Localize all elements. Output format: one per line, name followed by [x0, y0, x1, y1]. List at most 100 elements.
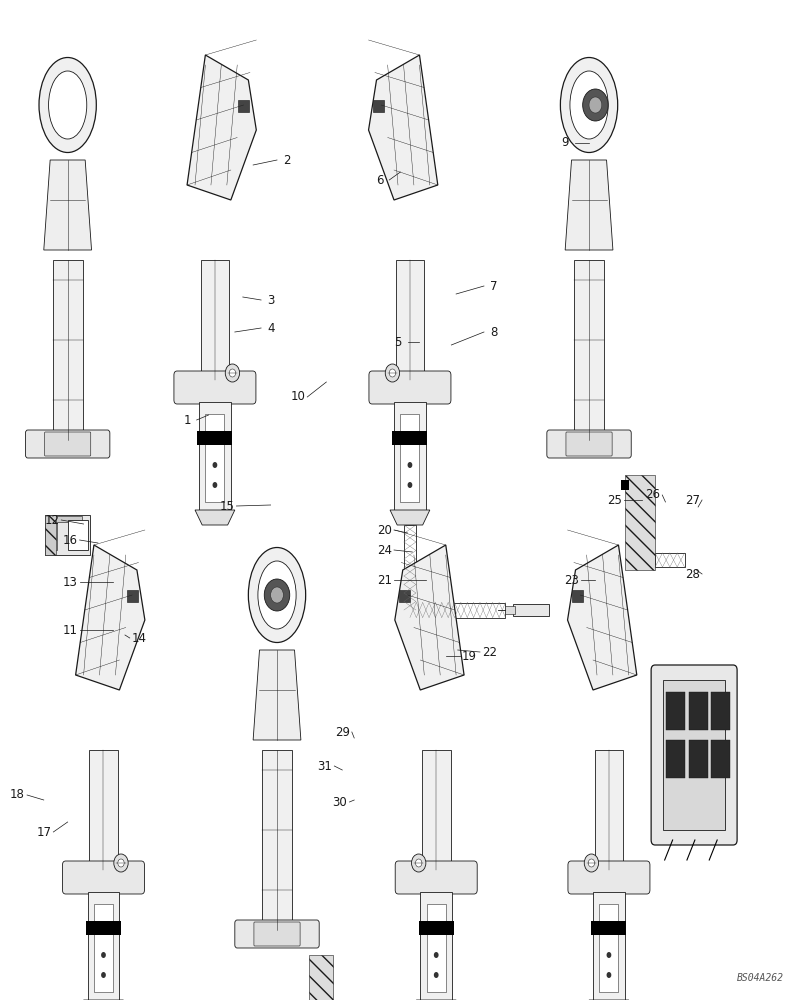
FancyBboxPatch shape [369, 371, 451, 404]
Polygon shape [568, 545, 637, 690]
Text: 1: 1 [183, 414, 191, 426]
Bar [201, 260, 229, 380]
Bar [663, 680, 725, 830]
Text: 13: 13 [63, 576, 77, 588]
Bar [689, 692, 708, 730]
Bar [373, 100, 384, 112]
FancyBboxPatch shape [25, 430, 110, 458]
Polygon shape [52, 516, 82, 550]
FancyBboxPatch shape [45, 432, 91, 456]
Bar [399, 590, 410, 602]
Circle shape [408, 462, 412, 468]
Bar [45, 515, 90, 555]
FancyBboxPatch shape [254, 922, 300, 946]
Circle shape [101, 972, 106, 978]
FancyBboxPatch shape [547, 430, 631, 458]
Circle shape [412, 854, 426, 872]
Polygon shape [253, 650, 301, 740]
Ellipse shape [248, 548, 306, 643]
Circle shape [584, 854, 599, 872]
Polygon shape [44, 160, 92, 250]
Bar [595, 750, 623, 870]
Bar [572, 590, 583, 602]
Circle shape [264, 579, 290, 611]
Text: 2: 2 [283, 153, 291, 166]
Bar [394, 402, 426, 510]
Text: 14: 14 [132, 632, 146, 645]
Circle shape [408, 482, 412, 488]
Bar [513, 604, 549, 616]
Text: 8: 8 [490, 326, 498, 338]
Bar [420, 892, 452, 1000]
Bar [505, 606, 515, 614]
Bar [392, 431, 427, 445]
Circle shape [213, 462, 217, 468]
Bar [262, 750, 292, 930]
Text: 10: 10 [291, 390, 305, 403]
Text: 25: 25 [607, 493, 622, 506]
Circle shape [213, 482, 217, 488]
Circle shape [271, 587, 283, 603]
Text: 22: 22 [482, 646, 497, 658]
Polygon shape [187, 55, 256, 200]
Bar [396, 260, 424, 380]
Text: 24: 24 [377, 544, 392, 556]
Text: 29: 29 [335, 726, 349, 738]
Circle shape [225, 364, 240, 382]
Bar [53, 260, 83, 440]
FancyBboxPatch shape [568, 861, 650, 894]
FancyBboxPatch shape [566, 432, 612, 456]
Bar [199, 402, 231, 510]
Circle shape [114, 854, 128, 872]
FancyBboxPatch shape [651, 665, 737, 845]
Circle shape [583, 89, 608, 121]
Bar [197, 431, 232, 445]
Ellipse shape [49, 71, 87, 139]
Text: 17: 17 [37, 826, 51, 838]
Circle shape [607, 972, 611, 978]
Text: 18: 18 [10, 788, 25, 802]
Bar [400, 414, 419, 502]
Circle shape [229, 369, 236, 377]
Polygon shape [565, 160, 613, 250]
Circle shape [434, 972, 439, 978]
FancyBboxPatch shape [235, 920, 319, 948]
Bar [45, 515, 56, 555]
Text: 16: 16 [63, 534, 77, 546]
Circle shape [434, 952, 439, 958]
Polygon shape [195, 510, 235, 525]
Polygon shape [390, 510, 430, 525]
Ellipse shape [258, 561, 296, 629]
FancyBboxPatch shape [62, 861, 145, 894]
Bar [404, 525, 416, 610]
Text: 7: 7 [490, 279, 498, 292]
Text: 3: 3 [267, 294, 275, 306]
Bar [655, 553, 685, 567]
Text: 19: 19 [462, 650, 477, 662]
Text: 15: 15 [220, 499, 234, 512]
Text: 6: 6 [376, 174, 384, 186]
Bar [427, 904, 446, 992]
Text: 4: 4 [267, 322, 275, 334]
Text: 9: 9 [561, 136, 569, 149]
Bar [86, 921, 121, 935]
Bar [68, 520, 88, 550]
Text: 30: 30 [333, 796, 347, 808]
Bar [574, 260, 604, 440]
Polygon shape [76, 545, 145, 690]
Bar [89, 750, 118, 870]
Bar [127, 590, 138, 602]
Bar [422, 750, 451, 870]
Bar [666, 692, 685, 730]
Ellipse shape [39, 57, 96, 152]
FancyBboxPatch shape [396, 861, 478, 894]
Bar [410, 602, 505, 618]
Bar [309, 955, 333, 1000]
Circle shape [101, 952, 106, 958]
Text: 26: 26 [646, 488, 660, 502]
Bar [625, 475, 655, 570]
Bar [666, 740, 685, 778]
Text: 21: 21 [377, 574, 392, 586]
Ellipse shape [560, 57, 618, 152]
Bar [591, 921, 626, 935]
